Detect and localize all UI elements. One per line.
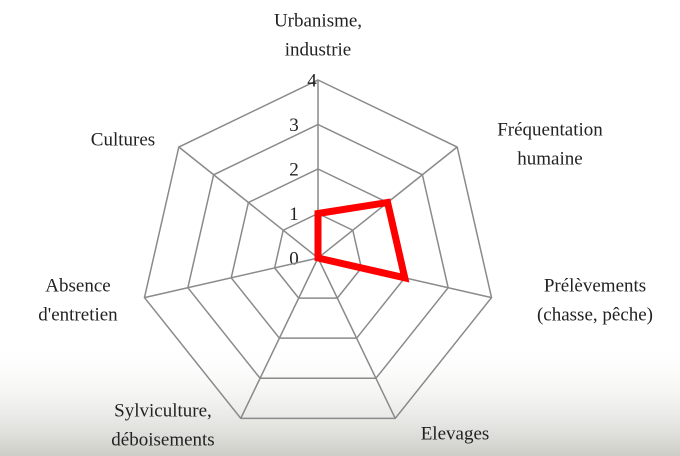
r-tick-label: 4	[307, 70, 317, 91]
r-tick-label: 2	[289, 159, 299, 180]
page: 0 1 2 3 4 Urbanisme, industrie Fréquentation hum…	[0, 0, 680, 456]
category-label: (chasse, pêche)	[537, 304, 653, 325]
category-label: Fréquentation	[497, 119, 603, 140]
category-label: Prélèvements	[544, 275, 646, 296]
category-label: déboisements	[111, 429, 214, 450]
category-label: Cultures	[91, 129, 155, 150]
r-tick-label: 3	[289, 115, 299, 136]
category-label: industrie	[285, 39, 352, 60]
spoke	[144, 258, 318, 298]
r-tick-label: 1	[289, 204, 299, 225]
chart: 0 1 2 3 4 Urbanisme, industrie Fréquentation hum…	[0, 0, 680, 456]
category-label: Urbanisme,	[274, 10, 362, 31]
category-label: d'entretien	[38, 304, 118, 325]
category-label: Absence	[45, 275, 110, 296]
category-label: humaine	[517, 148, 582, 169]
category-label: Sylviculture,	[114, 400, 212, 421]
background	[0, 340, 680, 456]
category-label: Elevages	[421, 423, 490, 444]
data-line	[318, 203, 405, 278]
r-tick-label: 0	[289, 248, 299, 269]
